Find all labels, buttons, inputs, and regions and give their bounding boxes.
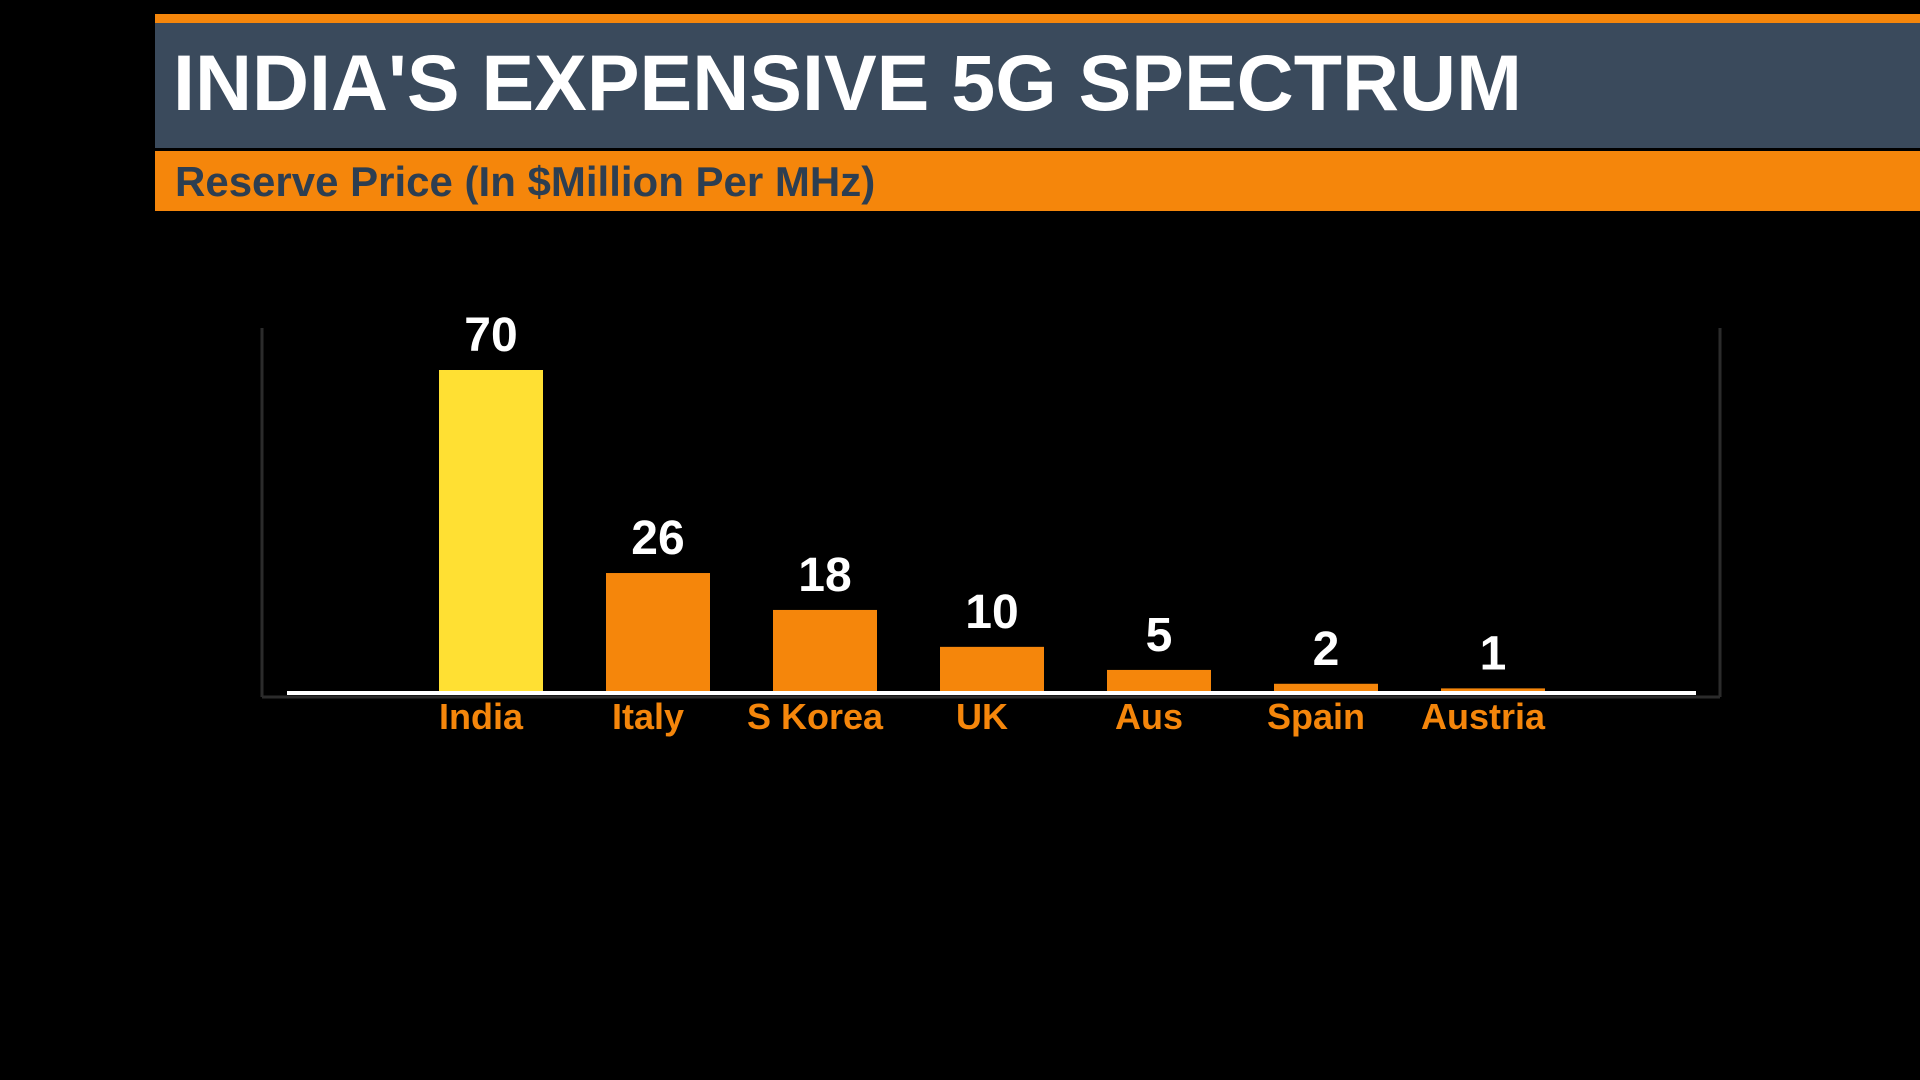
value-label: 26 <box>631 512 684 565</box>
title-band: INDIA'S EXPENSIVE 5G SPECTRUM <box>155 14 1920 148</box>
category-label: Aus <box>1115 696 1183 737</box>
bar-italy <box>606 573 710 693</box>
chart-subtitle: Reserve Price (In $Million Per MHz) <box>175 158 876 205</box>
category-label: Austria <box>1421 696 1546 737</box>
bar-s-korea <box>773 609 877 693</box>
category-label: Italy <box>612 696 684 737</box>
value-label: 10 <box>965 586 1018 639</box>
category-label: India <box>439 696 524 737</box>
bar-uk <box>940 646 1044 693</box>
value-label: 70 <box>464 309 517 362</box>
chart-title: INDIA'S EXPENSIVE 5G SPECTRUM <box>173 38 1522 127</box>
value-label: 18 <box>798 549 851 602</box>
category-label: S Korea <box>747 696 884 737</box>
value-label: 2 <box>1313 623 1340 676</box>
subtitle-band: Reserve Price (In $Million Per MHz) <box>155 151 1920 211</box>
category-label: Spain <box>1267 696 1365 737</box>
category-label: UK <box>956 696 1008 737</box>
value-label: 1 <box>1480 627 1507 680</box>
bar-austria <box>1441 688 1545 693</box>
value-label: 5 <box>1146 609 1173 662</box>
bar-spain <box>1274 683 1378 693</box>
bar-india <box>439 370 543 693</box>
bar-aus <box>1107 669 1211 693</box>
